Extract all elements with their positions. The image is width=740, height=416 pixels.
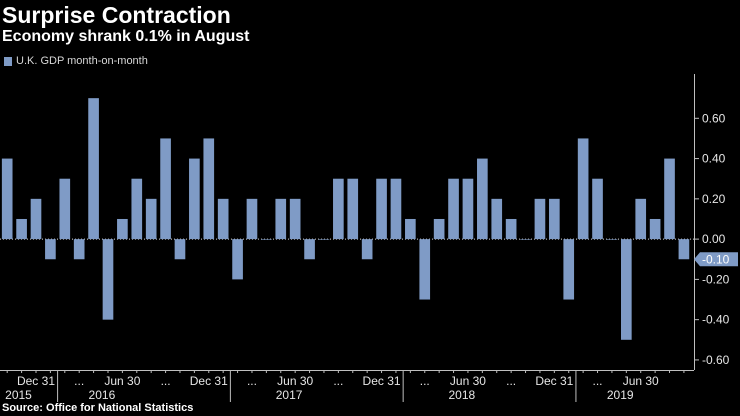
bar: [606, 239, 618, 240]
bar: [577, 138, 589, 240]
bar: [88, 98, 99, 240]
y-tick-label: 0.60: [702, 111, 726, 125]
year-label: 2018: [449, 388, 476, 402]
bar: [131, 178, 143, 240]
bar: [491, 198, 503, 240]
year-label: 2015: [5, 388, 32, 402]
bar: [505, 218, 517, 240]
x-tick-label: Jun 30: [104, 374, 140, 388]
x-tick-label: Jun 30: [623, 374, 659, 388]
x-tick-label: Jun 30: [277, 374, 313, 388]
bar: [203, 138, 215, 240]
x-tick-label: ...: [506, 374, 516, 388]
bar: [16, 218, 27, 240]
year-label: 2016: [89, 388, 116, 402]
y-tick-label: -0.40: [702, 313, 730, 327]
bar: [405, 218, 416, 240]
y-tick-label: 0.20: [702, 192, 726, 206]
bar: [419, 239, 431, 300]
chart-title: Surprise Contraction: [2, 2, 231, 28]
bar: [376, 178, 387, 240]
x-tick-label: ...: [161, 374, 171, 388]
bar: [318, 239, 330, 240]
bar: [448, 178, 459, 240]
x-tick-label: ...: [593, 374, 603, 388]
y-tick-label: -0.60: [702, 353, 730, 367]
bar: [649, 218, 661, 240]
bar: [477, 158, 488, 240]
bar: [592, 178, 603, 240]
y-tick-label: -0.20: [702, 272, 730, 286]
last-value-label-box: [694, 252, 738, 267]
bar: [30, 198, 42, 240]
bar: [102, 239, 114, 320]
x-tick-label: ...: [333, 374, 343, 388]
y-tick-label: 0.00: [702, 232, 726, 246]
legend-label: U.K. GDP month-on-month: [16, 55, 148, 67]
bar: [189, 158, 200, 240]
bar: [390, 178, 402, 240]
bar: [520, 239, 531, 240]
bar: [664, 158, 675, 240]
x-tick-label: Jun 30: [450, 374, 486, 388]
bar: [246, 198, 258, 240]
source-note: Source: Office for National Statistics: [2, 402, 194, 414]
bar: [678, 239, 690, 260]
bar: [160, 138, 171, 240]
bar: [73, 239, 85, 260]
bar: [117, 218, 128, 240]
x-tick-label: ...: [420, 374, 430, 388]
bar: [261, 239, 272, 240]
bar: [534, 198, 546, 240]
bar: [59, 178, 71, 240]
bar: [232, 239, 243, 280]
last-value-label: -0.10: [702, 252, 730, 266]
x-tick-label: Dec 31: [363, 374, 401, 388]
bar: [635, 198, 647, 240]
bar: [563, 239, 575, 300]
bar: [433, 218, 445, 240]
year-label: 2017: [276, 388, 303, 402]
bar: [361, 239, 373, 260]
bar: [333, 178, 344, 240]
legend-swatch: [4, 56, 12, 66]
bar: [289, 198, 301, 240]
bar: [275, 198, 287, 240]
bar: [549, 198, 560, 240]
x-tick-label: Dec 31: [535, 374, 573, 388]
bar: [621, 239, 632, 340]
bar: [217, 198, 229, 240]
y-tick-label: 0.40: [702, 152, 726, 166]
bar: [462, 178, 474, 240]
x-tick-label: ...: [247, 374, 257, 388]
bar: [145, 198, 157, 240]
legend: U.K. GDP month-on-month: [4, 55, 148, 67]
x-tick-label: Dec 31: [17, 374, 55, 388]
bar: [1, 158, 13, 240]
year-label: 2019: [607, 388, 634, 402]
bar: [45, 239, 56, 260]
chart-subtitle: Economy shrank 0.1% in August: [2, 28, 250, 45]
x-tick-label: Dec 31: [190, 374, 228, 388]
bar: [347, 178, 359, 240]
bar: [174, 239, 186, 260]
bar: [304, 239, 315, 260]
x-tick-label: ...: [74, 374, 84, 388]
